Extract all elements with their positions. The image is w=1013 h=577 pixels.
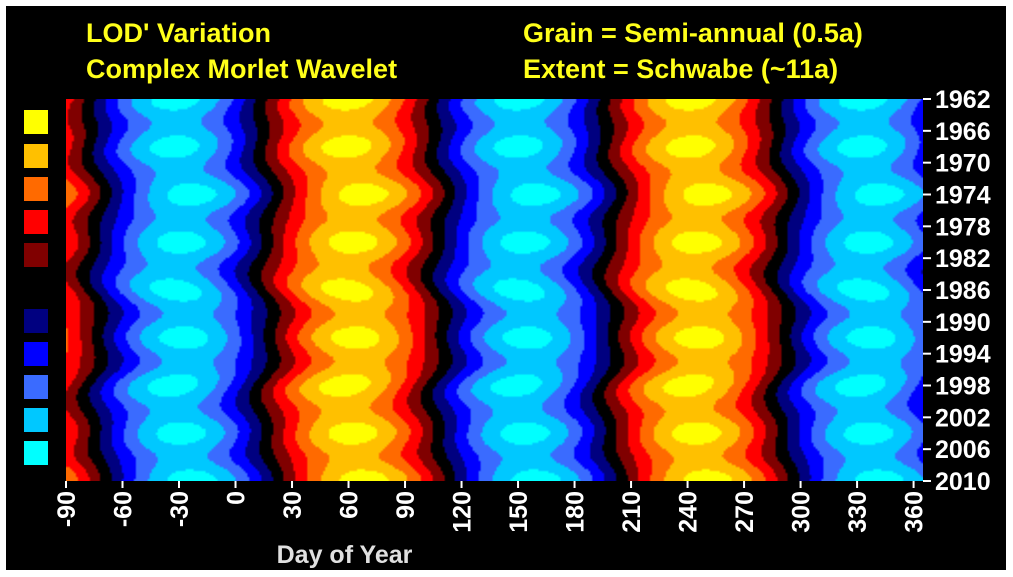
y-tick-label: 1986 (935, 277, 991, 305)
y-tick-label: 1974 (935, 182, 991, 210)
y-tick-label: 1982 (935, 245, 991, 273)
x-tick-label: 30 (279, 491, 307, 519)
y-tick-label: 1990 (935, 309, 991, 337)
x-tick-label: 330 (844, 491, 872, 533)
title-right-line2: Extent = Schwabe (~11a) (523, 54, 839, 84)
y-tick-label: 2010 (935, 468, 991, 496)
legend-swatch (24, 375, 48, 399)
y-tick-label: 1966 (935, 118, 991, 146)
legend-swatch (24, 177, 48, 201)
y-tick-label: 1998 (935, 373, 991, 401)
title-left-line2: Complex Morlet Wavelet (86, 54, 398, 84)
x-tick-label: -30 (166, 491, 194, 527)
legend-swatch (24, 210, 48, 234)
x-tick-label: 60 (336, 491, 364, 519)
chart-frame: -90 -60 -30 0 30 60 90 120 150 180 210 240 270 300 330… (6, 6, 1006, 570)
x-tick-label: 360 (901, 491, 929, 533)
legend-swatch (24, 408, 48, 432)
x-tick-label: 120 (449, 491, 477, 533)
legend-swatch (24, 309, 48, 333)
y-tick-label: 1978 (935, 213, 991, 241)
legend-swatch (24, 110, 48, 134)
x-tick-label: -60 (110, 491, 138, 527)
legend-swatch (24, 144, 48, 168)
x-tick-label: 150 (505, 491, 533, 533)
wavelet-heatmap: -90 -60 -30 0 30 60 90 120 150 180 210 240 270 300 330… (53, 86, 991, 569)
title-right-line1: Grain = Semi-annual (0.5a) (523, 18, 863, 48)
x-tick-label: -90 (53, 491, 81, 527)
x-axis-label: Day of Year (277, 541, 413, 569)
x-tick-label: 180 (562, 491, 590, 533)
legend-swatch (24, 243, 48, 267)
x-tick-label: 270 (731, 491, 759, 533)
y-tick-label: 2002 (935, 404, 991, 432)
legend-swatch (24, 441, 48, 465)
x-tick-label: 0 (223, 491, 251, 505)
title-left-line1: LOD' Variation (86, 18, 271, 48)
y-tick-label: 1962 (935, 86, 991, 114)
y-tick-label: 1994 (935, 341, 991, 369)
y-tick-label: 1970 (935, 150, 991, 178)
x-tick-label: 90 (392, 491, 420, 519)
x-tick-label: 300 (788, 491, 816, 533)
x-tick-label: 240 (675, 491, 703, 533)
x-tick-label: 210 (618, 491, 646, 533)
legend-swatch (24, 342, 48, 366)
heatmap-field (66, 99, 923, 481)
y-tick-label: 2006 (935, 436, 991, 464)
